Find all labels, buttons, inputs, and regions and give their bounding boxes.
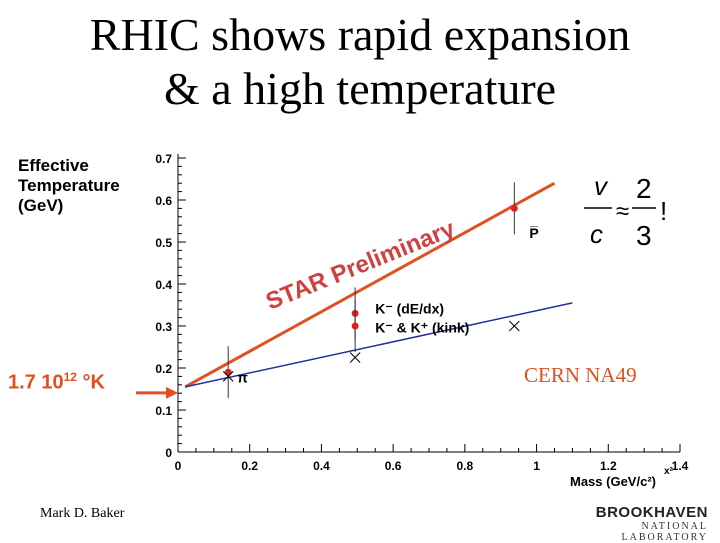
particle-label: K⁻ (dE/dx) <box>375 300 444 316</box>
logo-line-1: BROOKHAVEN <box>595 504 708 521</box>
star-data-point <box>351 322 359 330</box>
brookhaven-logo: BROOKHAVEN NATIONAL LABORATORY <box>558 504 708 543</box>
slide-title: RHIC shows rapid expansion & a high temp… <box>0 8 720 116</box>
formula-bang: ! <box>660 196 667 226</box>
x-tick-label: 0 <box>175 459 182 473</box>
formula-approx: ≈ <box>616 198 629 225</box>
temperature-exponent: 12 <box>63 370 77 384</box>
y-tick-label: 0.4 <box>155 278 172 292</box>
formula-two: 2 <box>636 173 652 204</box>
cern-marker <box>349 352 361 363</box>
star-data-point <box>510 204 518 212</box>
y-tick-label: 0.2 <box>155 362 172 376</box>
cern-marker <box>508 320 520 332</box>
data-points <box>222 182 520 399</box>
y-tick-label: 0.1 <box>155 404 172 418</box>
y-tick-label: 0.5 <box>155 236 172 250</box>
cern-marker <box>222 371 234 382</box>
star-fit-line <box>184 181 556 389</box>
y-axis-label-line-1: Effective <box>18 156 89 175</box>
x-tick-label: 0.2 <box>241 459 258 473</box>
author-label: Mark D. Baker <box>40 506 125 521</box>
temperature-label: 1.7 1012 °K <box>8 370 105 395</box>
formula-c: c <box>590 219 603 249</box>
title-line-1: RHIC shows rapid expansion <box>89 9 631 60</box>
y-axis-label: Effective Temperature (GeV) <box>18 156 120 216</box>
particle-label: P̅ <box>529 225 539 241</box>
y-axis-label-line-2: Temperature <box>18 176 120 195</box>
y-tick-label: 0.7 <box>155 152 172 166</box>
particle-label: π <box>237 370 248 386</box>
temperature-value: 1.7 10 <box>8 371 64 394</box>
y-tick-label: 0.6 <box>155 194 172 208</box>
point-labels: π K⁻ (dE/dx) K⁻ & K⁺ (kink) P̅ <box>237 225 539 386</box>
x-tick-label: 0.4 <box>313 459 330 473</box>
chart-axes: 0 0.1 0.2 0.3 0.4 0.5 0.6 0.7 0 0.2 0.4 0.6 0.8 1 1.2 1… <box>155 152 688 473</box>
y-tick-label: 0.3 <box>155 320 172 334</box>
formula-v: v <box>594 171 609 201</box>
y-axis-label-line-3: (GeV) <box>18 196 64 215</box>
logo-line-2: NATIONAL LABORATORY <box>621 521 708 543</box>
cern-na49-label: CERN NA49 <box>524 363 637 387</box>
cern-fit-line <box>185 302 573 388</box>
fit-lines <box>184 181 573 389</box>
x-tick-label: 0.8 <box>457 459 474 473</box>
temperature-unit: °K <box>76 371 105 394</box>
x-axis-label: Mass (GeV/c²) <box>570 474 656 489</box>
particle-label: K⁻ & K⁺ (kink) <box>375 319 469 335</box>
x-tick-label: 1.4 <box>672 459 689 473</box>
x-tick-label: 1 <box>533 459 540 473</box>
formula-v-over-c: v c ≈ 2 3 ! <box>584 171 667 251</box>
y-tick-label: 0 <box>165 446 172 460</box>
x-squared-annotation: x² <box>664 466 674 477</box>
temperature-arrow-head <box>166 386 178 399</box>
x-tick-label: 1.2 <box>600 459 617 473</box>
formula-three: 3 <box>636 220 652 251</box>
x-tick-label: 0.6 <box>385 459 402 473</box>
title-line-2: & a high temperature <box>163 63 557 114</box>
